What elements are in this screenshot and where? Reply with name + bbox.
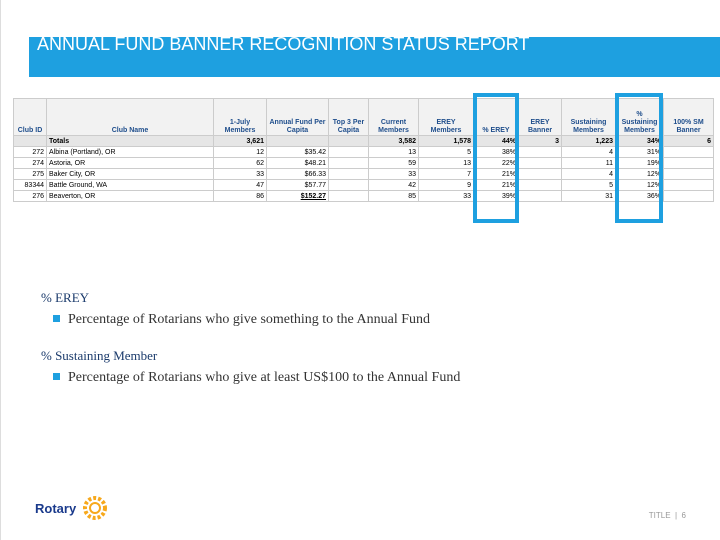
cell: Astoria, OR	[46, 157, 214, 169]
column-header: Club Name	[46, 98, 214, 136]
logo-gear-inner	[89, 502, 101, 514]
cell	[328, 190, 369, 202]
cell: 12	[213, 146, 267, 158]
cell: 1,578	[418, 135, 474, 147]
cell: Battle Ground, WA	[46, 179, 214, 191]
cell: 33	[418, 190, 474, 202]
cell: 33	[368, 168, 419, 180]
cell: 13	[418, 157, 474, 169]
cell: 3	[518, 135, 562, 147]
note: % Sustaining Member Percentage of Rotaria…	[41, 348, 460, 386]
cell	[266, 135, 329, 147]
cell: $57.77	[266, 179, 329, 191]
cell	[328, 179, 369, 191]
cell: 4	[561, 168, 616, 180]
column-header: EREY Members	[418, 98, 474, 136]
highlight-box	[473, 93, 519, 223]
cell: 86	[213, 190, 267, 202]
column-header: Club ID	[13, 98, 47, 136]
table-row: 276 Beaverton, OR 86 $152.27 85 33 39% 31 36%	[13, 190, 714, 202]
logo-gear	[83, 496, 107, 520]
cell: 9	[418, 179, 474, 191]
cell: 11	[561, 157, 616, 169]
cell: $66.33	[266, 168, 329, 180]
cell: Albina (Portland), OR	[46, 146, 214, 158]
cell	[663, 168, 714, 180]
column-header: % EREY	[473, 98, 519, 136]
cell	[518, 179, 562, 191]
column-header: Current Members	[368, 98, 419, 136]
cell	[328, 146, 369, 158]
cell: 85	[368, 190, 419, 202]
footer-label: TITLE	[648, 511, 671, 520]
page-number: 6	[681, 511, 686, 520]
cell: Totals	[46, 135, 214, 147]
footer: TITLE | 6	[648, 511, 686, 520]
cell: $48.21	[266, 157, 329, 169]
cell: 3,582	[368, 135, 419, 147]
cell: 83344	[13, 179, 47, 191]
table-row: 272 Albina (Portland), OR 12 $35.42 13 5 38% 4 3…	[13, 146, 714, 158]
note-term: % Sustaining Member	[41, 348, 158, 363]
table-row: 275 Baker City, OR 33 $66.33 33 7 21% 4 12%	[13, 168, 714, 180]
cell: 59	[368, 157, 419, 169]
cell: 47	[213, 179, 267, 191]
table-row: 274 Astoria, OR 62 $48.21 59 13 22% 11 19%	[13, 157, 714, 169]
cell	[663, 179, 714, 191]
header-row: Club ID Club Name 1-July Members Annual Fun…	[13, 98, 714, 136]
column-header: 1-July Members	[213, 98, 267, 136]
cell: 276	[13, 190, 47, 202]
cell	[518, 157, 562, 169]
cell: 13	[368, 146, 419, 158]
cell	[663, 157, 714, 169]
cell	[518, 146, 562, 158]
cell: 274	[13, 157, 47, 169]
note: % EREY Percentage of Rotarians who give s…	[41, 290, 430, 328]
slide-title: ANNUAL FUND BANNER RECOGNITION STATUS RE…	[37, 34, 530, 54]
note-definition: Percentage of Rotarians who give somethi…	[53, 312, 430, 328]
cell	[328, 135, 369, 147]
title-banner: ANNUAL FUND BANNER RECOGNITION STATUS RE…	[29, 34, 720, 77]
cell: 3,621	[213, 135, 267, 147]
cell	[663, 146, 714, 158]
cell	[328, 168, 369, 180]
cell: $152.27	[266, 190, 329, 202]
cell: 31	[561, 190, 616, 202]
table-row: 83344 Battle Ground, WA 47 $57.77 42 9 21% 5 12%	[13, 179, 714, 191]
totals-row: Totals 3,621 3,582 1,578 44% 3 1,223 34% 6	[13, 135, 714, 147]
cell: 5	[418, 146, 474, 158]
cell: 33	[213, 168, 267, 180]
rotary-logo: Rotary	[35, 496, 107, 520]
cell: 62	[213, 157, 267, 169]
column-header: EREY Banner	[518, 98, 562, 136]
note-term: % EREY	[41, 290, 90, 305]
cell: 275	[13, 168, 47, 180]
cell: 1,223	[561, 135, 616, 147]
column-header: Sustaining Members	[561, 98, 616, 136]
cell: 42	[368, 179, 419, 191]
column-header: Top 3 Per Capita	[328, 98, 369, 136]
cell	[518, 168, 562, 180]
cell: $35.42	[266, 146, 329, 158]
cell	[518, 190, 562, 202]
cell	[328, 157, 369, 169]
column-header: 100% SM Banner	[663, 98, 714, 136]
cell: Beaverton, OR	[46, 190, 214, 202]
logo-text: Rotary	[35, 501, 77, 516]
cell: Baker City, OR	[46, 168, 214, 180]
column-header: Annual Fund Per Capita	[266, 98, 329, 136]
cell: 272	[13, 146, 47, 158]
cell: 7	[418, 168, 474, 180]
note-definition: Percentage of Rotarians who give at leas…	[53, 370, 460, 386]
cell: 6	[663, 135, 714, 147]
cell	[13, 135, 47, 147]
highlight-box	[615, 93, 663, 223]
cell	[663, 190, 714, 202]
cell: 4	[561, 146, 616, 158]
cell: 5	[561, 179, 616, 191]
status-table: Club ID Club Name 1-July Members Annual Fun…	[13, 98, 714, 202]
